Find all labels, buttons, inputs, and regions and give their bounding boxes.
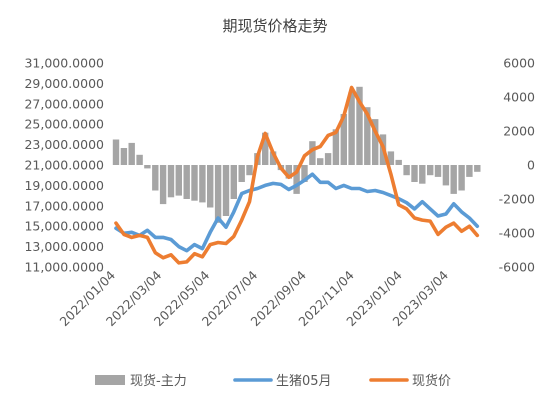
bar-11 <box>199 165 206 203</box>
bar-13 <box>214 165 222 223</box>
bar-14 <box>222 165 230 216</box>
bar-32 <box>364 107 371 165</box>
left-tick-label: 27,000.0000 <box>24 96 104 111</box>
left-tick-label: 29,000.0000 <box>24 76 104 91</box>
bar-43 <box>450 165 457 194</box>
bar-8 <box>175 165 182 196</box>
bars-layer <box>112 86 481 223</box>
right-tick-label: -4000 <box>499 226 535 241</box>
left-tick-label: 21,000.0000 <box>24 158 104 173</box>
bar-20 <box>269 151 277 165</box>
bar-25 <box>309 141 316 165</box>
bar-29 <box>340 114 347 165</box>
bar-23 <box>293 165 300 194</box>
bar-35 <box>387 151 395 165</box>
left-tick-label: 13,000.0000 <box>24 239 104 254</box>
left-tick-label: 17,000.0000 <box>24 198 104 213</box>
bar-10 <box>191 165 198 201</box>
bar-2 <box>128 142 135 165</box>
left-tick-label: 25,000.0000 <box>24 117 104 132</box>
left-tick-label: 15,000.0000 <box>24 219 104 234</box>
bar-7 <box>167 165 175 198</box>
left-tick-label: 11,000.0000 <box>24 260 104 275</box>
bar-9 <box>183 165 190 199</box>
bar-15 <box>230 165 237 199</box>
right-tick-label: -6000 <box>499 260 535 275</box>
bar-4 <box>144 165 151 169</box>
bar-45 <box>466 165 473 177</box>
right-tick-label: 0 <box>527 158 535 173</box>
bar-1 <box>120 148 128 165</box>
bar-30 <box>348 91 355 165</box>
legend-label: 生猪05月 <box>276 374 332 389</box>
bar-22 <box>285 165 292 179</box>
bar-17 <box>246 165 253 176</box>
legend-label: 现货-主力 <box>130 373 187 389</box>
bar-16 <box>238 165 245 182</box>
bar-37 <box>403 165 410 176</box>
bar-41 <box>434 165 442 177</box>
left-tick-label: 19,000.0000 <box>24 178 104 193</box>
legend: 现货-主力 生猪05月 现货价 <box>95 373 451 389</box>
bar-27 <box>324 153 332 165</box>
right-tick-label: 6000 <box>503 56 535 71</box>
bar-0 <box>112 139 120 165</box>
bar-12 <box>207 165 214 208</box>
right-axis: 6000 4000 2000 0 -2000 -4000 -6000 <box>499 56 535 275</box>
left-tick-label: 23,000.0000 <box>24 137 104 152</box>
bar-31 <box>356 86 363 165</box>
right-tick-label: 2000 <box>503 124 535 139</box>
series-line-1 <box>114 172 480 253</box>
right-tick-label: 4000 <box>503 90 535 105</box>
legend-label: 现货价 <box>412 373 451 389</box>
bar-38 <box>411 165 418 182</box>
bar-44 <box>458 165 465 191</box>
bar-26 <box>317 158 324 165</box>
bar-42 <box>442 165 450 186</box>
right-tick-label: -2000 <box>499 192 535 207</box>
x-axis: 2022/01/042022/03/042022/05/042022/07/04… <box>57 267 452 329</box>
bar-36 <box>395 159 402 165</box>
series-line-2 <box>114 85 480 265</box>
left-tick-label: 31,000.0000 <box>24 56 104 71</box>
lines-layer <box>114 85 480 265</box>
bar-5 <box>152 165 159 191</box>
bar-3 <box>136 154 143 165</box>
bar-40 <box>427 165 434 176</box>
legend-swatch-bar <box>95 375 125 385</box>
chart-title: 期现货价格走势 <box>222 17 327 35</box>
bar-33 <box>372 119 379 165</box>
bar-6 <box>159 165 167 205</box>
left-axis: 31,000.0000 29,000.0000 27,000.0000 25,000.… <box>24 56 104 275</box>
bar-46 <box>474 165 481 172</box>
bar-24 <box>301 165 308 182</box>
bar-28 <box>332 129 340 165</box>
bar-19 <box>262 132 269 165</box>
bar-39 <box>419 165 426 184</box>
